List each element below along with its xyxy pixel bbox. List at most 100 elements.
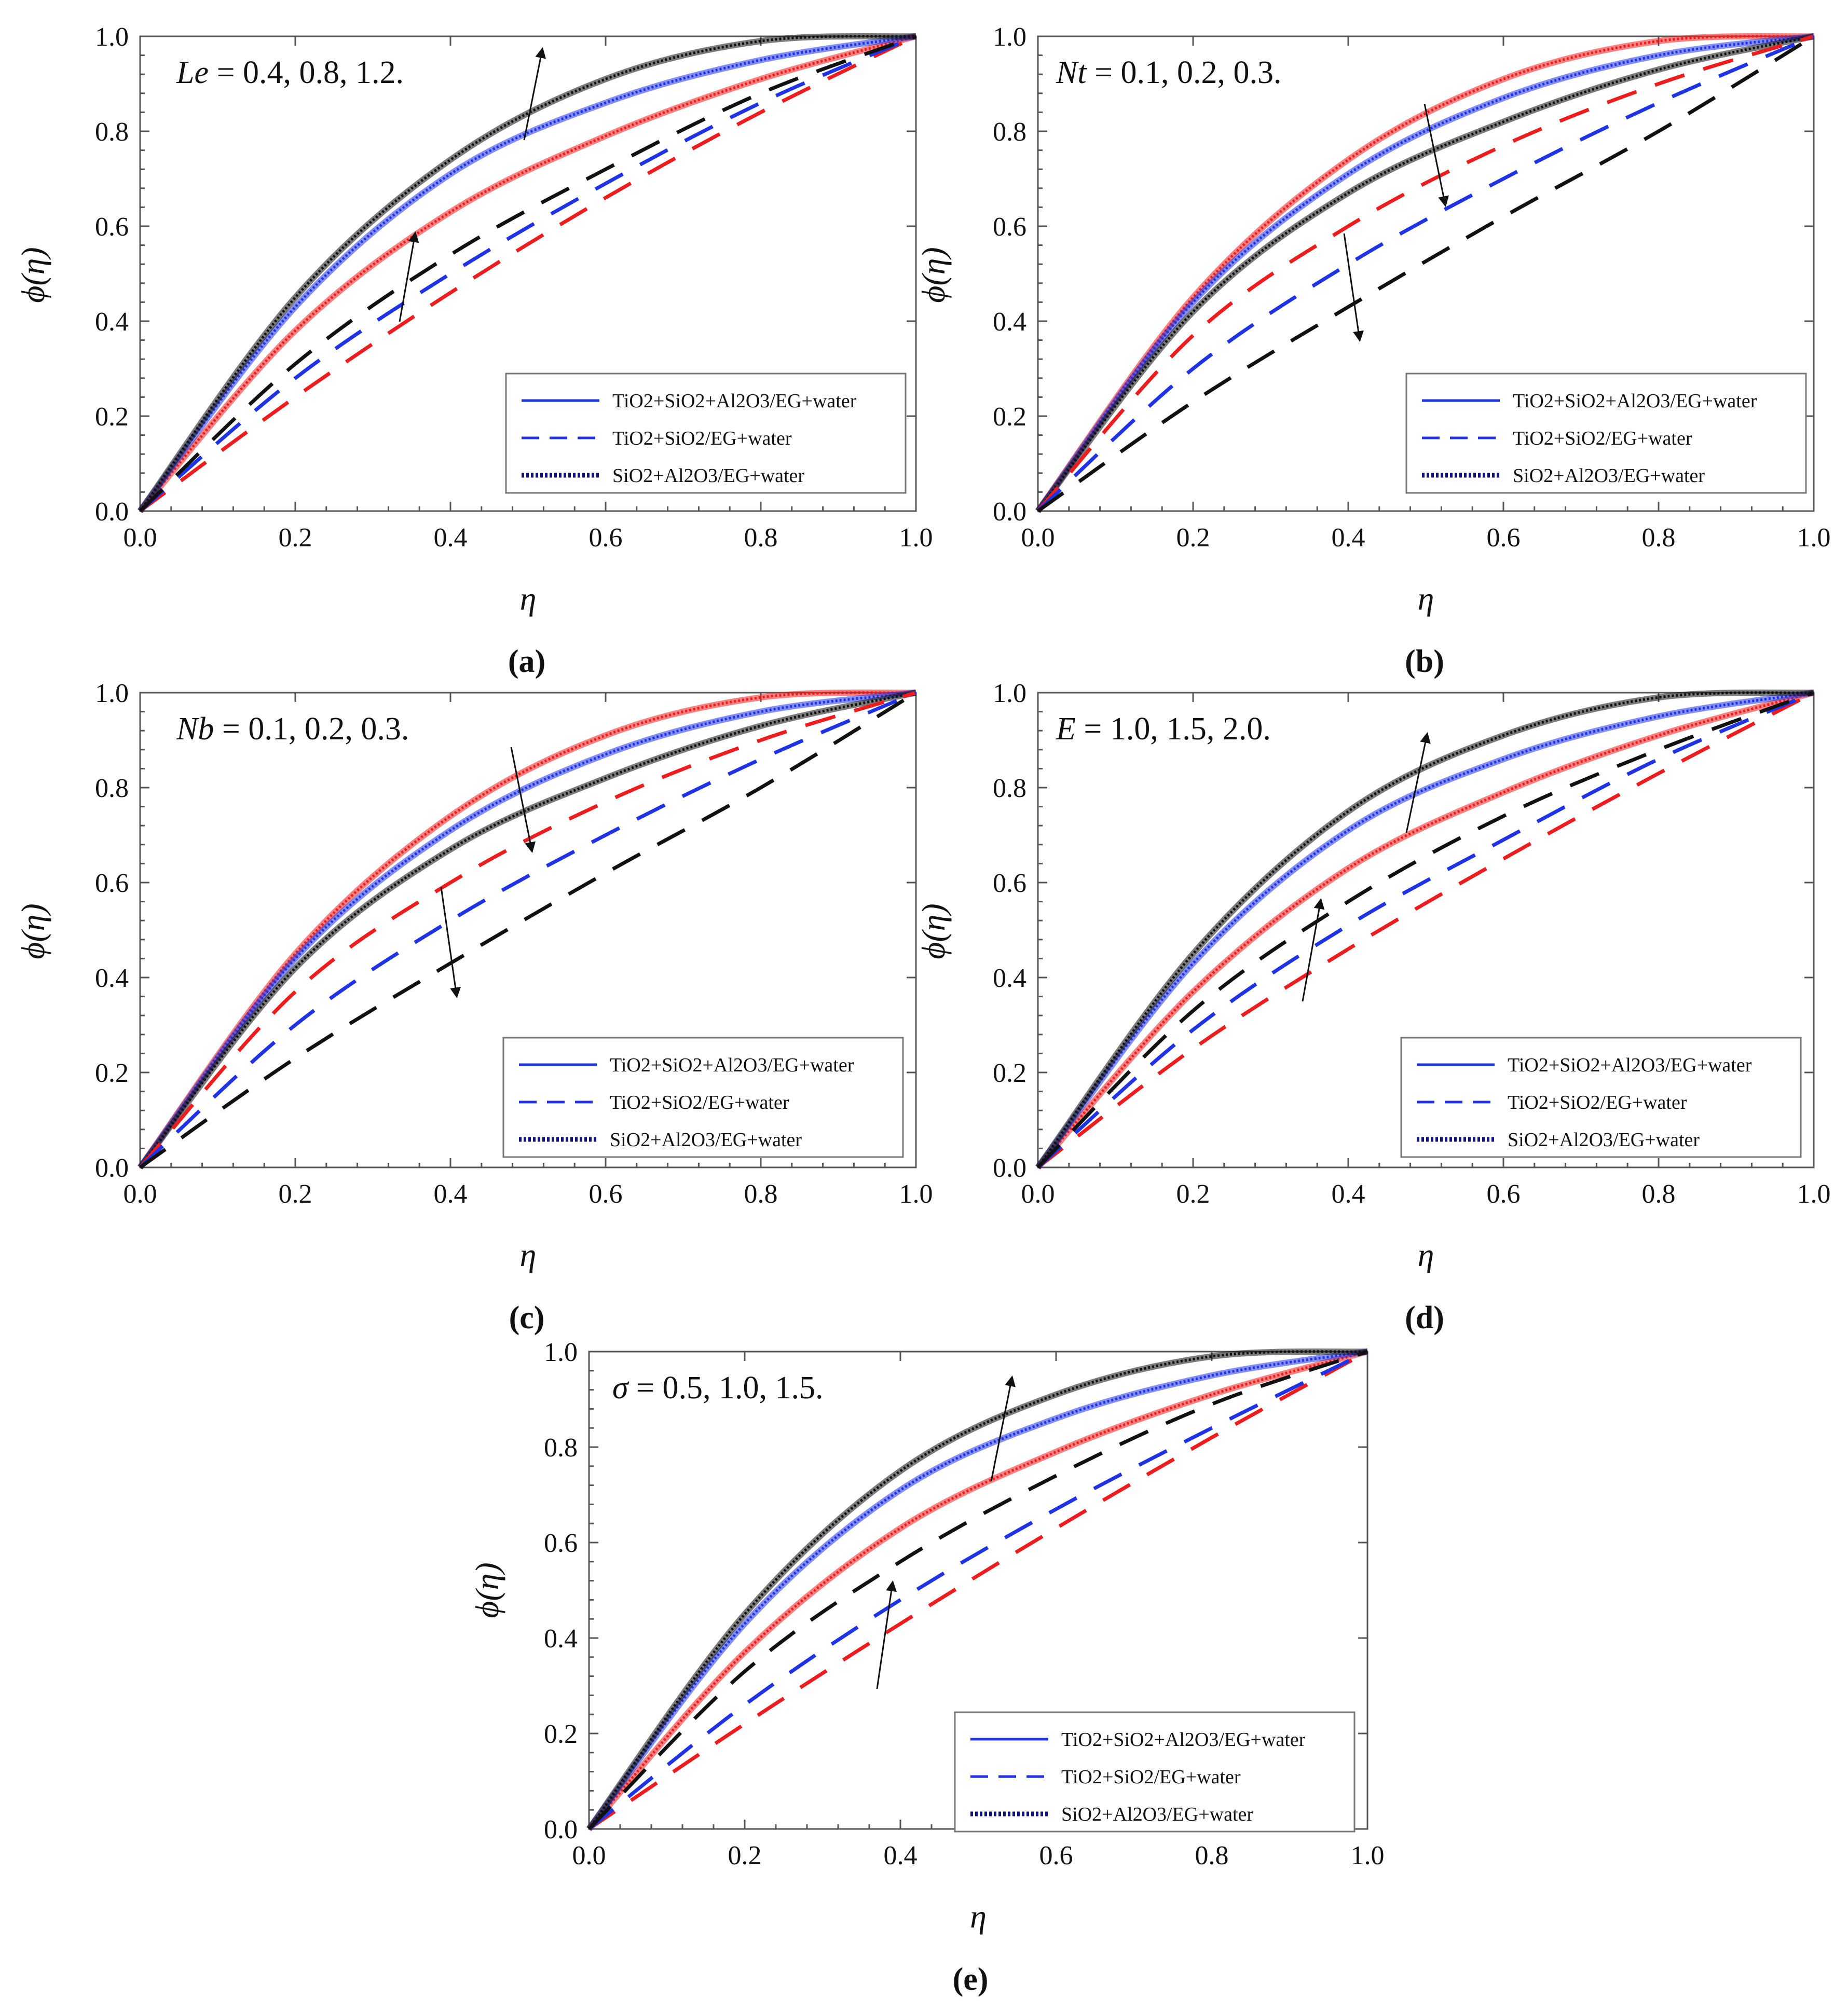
x-tick-label: 0.0 (124, 1179, 157, 1209)
series-line-dashed (139, 691, 917, 1169)
legend-label: TiO2+SiO2+Al2O3/EG+water (1508, 1054, 1752, 1076)
x-tick-label: 1.0 (899, 523, 933, 553)
x-tick-label: 0.4 (434, 523, 468, 553)
plot-frame (1037, 35, 1815, 512)
series-line-dotted (1036, 35, 1814, 512)
x-tick-label: 0.6 (589, 1179, 623, 1209)
series-line-dashed (1036, 691, 1815, 1169)
x-tick-label: 1.0 (1797, 523, 1831, 553)
legend-label: TiO2+SiO2/EG+water (1061, 1766, 1241, 1788)
x-tick-label: 0.2 (279, 523, 312, 553)
series-line-dotted (1037, 691, 1814, 1168)
series-line-dashed (139, 34, 917, 513)
legend: TiO2+SiO2+Al2O3/EG+water TiO2+SiO2/EG+wat… (1405, 373, 1807, 494)
legend-label: SiO2+Al2O3/EG+water (1513, 465, 1705, 487)
y-tick-label: 0.8 (95, 774, 129, 803)
y-tick-label: 0.6 (95, 869, 129, 898)
x-axis-label: η (1418, 580, 1434, 617)
x-axis-label: η (970, 1898, 987, 1935)
series-line-solid (138, 690, 917, 1169)
y-tick-label: 0.8 (95, 117, 129, 147)
series-line-dashed (1036, 34, 1815, 513)
trend-arrow (876, 1580, 897, 1689)
plot-frame (139, 35, 917, 512)
series-line-dotted (139, 35, 916, 512)
y-tick-label: 1.0 (993, 22, 1026, 52)
series-line-dotted (1036, 35, 1814, 512)
x-tick-label: 0.0 (1021, 1179, 1055, 1209)
series-line-dashed (139, 34, 917, 513)
series-line-dotted (139, 35, 916, 512)
series-line-dotted (587, 1350, 1368, 1830)
series-line-dashed (1036, 34, 1815, 513)
chart-panel: 0.0 0.2 0.4 0.6 0.8 1.0 0.0 0.2 0.4 0.6 0.8 1.0 η ϕ(η… (15, 679, 933, 1336)
y-tick-label: 0.4 (993, 964, 1026, 993)
y-tick-label: 0.0 (993, 497, 1026, 527)
series-line-dashed (139, 691, 917, 1169)
series-line-dashed (139, 691, 917, 1169)
x-tick-label: 1.0 (1351, 1841, 1385, 1870)
x-tick-label: 0.8 (744, 1179, 778, 1209)
y-tick-label: 0.6 (95, 212, 129, 242)
y-tick-label: 0.0 (993, 1153, 1026, 1183)
y-tick-label: 0.8 (993, 774, 1026, 803)
parameter-annotation: σ = 0.5, 1.0, 1.5. (612, 1370, 824, 1406)
y-tick-label: 1.0 (993, 679, 1026, 708)
y-axis-label: ϕ(η) (15, 903, 51, 959)
y-axis-label: ϕ(η) (15, 247, 51, 303)
y-tick-label: 0.6 (544, 1529, 578, 1558)
series-line-dashed (587, 1350, 1368, 1831)
chart-panel: 0.0 0.2 0.4 0.6 0.8 1.0 0.0 0.2 0.4 0.6 0.8 1.0 η ϕ(η… (915, 679, 1831, 1336)
legend-box (1400, 1037, 1802, 1158)
legend: TiO2+SiO2+Al2O3/EG+water TiO2+SiO2/EG+wat… (502, 1037, 904, 1158)
y-axis-label: ϕ(η) (915, 903, 952, 959)
legend-label: TiO2+SiO2/EG+water (610, 1092, 789, 1113)
y-tick-label: 0.2 (95, 402, 129, 432)
y-tick-label: 0.4 (95, 964, 129, 993)
y-tick-label: 0.8 (993, 117, 1026, 147)
x-tick-label: 0.8 (1195, 1841, 1229, 1870)
series-line-dashed (1036, 691, 1815, 1169)
series-line-solid (1035, 33, 1815, 513)
y-tick-label: 0.6 (993, 869, 1026, 898)
parameter-annotation: Le = 0.4, 0.8, 1.2. (176, 55, 404, 90)
x-tick-label: 0.4 (434, 1179, 468, 1209)
series-line-dashed (139, 34, 917, 513)
y-tick-label: 0.2 (95, 1058, 129, 1088)
parameter-values: = 1.0, 1.5, 2.0. (1076, 711, 1271, 747)
x-tick-label: 0.0 (572, 1841, 606, 1870)
series-line-dashed (587, 1350, 1368, 1831)
x-tick-label: 0.8 (1642, 1179, 1676, 1209)
plot-frame (139, 692, 917, 1168)
legend-label: SiO2+Al2O3/EG+water (1061, 1804, 1253, 1825)
panel-label: (e) (953, 1962, 989, 1997)
series-line-dotted (588, 1350, 1368, 1830)
x-tick-label: 0.2 (1176, 523, 1210, 553)
y-axis-label: ϕ(η) (915, 247, 952, 303)
legend-label: SiO2+Al2O3/EG+water (1508, 1129, 1700, 1151)
y-tick-label: 0.6 (993, 212, 1026, 242)
trend-arrow (1405, 732, 1431, 833)
trend-arrow (523, 47, 546, 141)
plot-frame (1037, 692, 1815, 1168)
x-tick-label: 0.4 (1332, 1179, 1365, 1209)
legend-label: TiO2+SiO2+Al2O3/EG+water (612, 390, 857, 412)
y-axis-label: ϕ(η) (469, 1562, 505, 1618)
x-tick-label: 0.2 (728, 1841, 762, 1870)
series-line-dashed (588, 1350, 1368, 1831)
y-tick-label: 0.4 (993, 307, 1026, 337)
x-tick-label: 0.4 (884, 1841, 918, 1870)
chart-panel: 0.0 0.2 0.4 0.6 0.8 1.0 0.0 0.2 0.4 0.6 0.8 1.0 η ϕ(η… (15, 22, 933, 679)
legend-box (1405, 373, 1807, 494)
legend-box (954, 1711, 1356, 1833)
legend-label: TiO2+SiO2/EG+water (1508, 1092, 1687, 1113)
legend-box (502, 1037, 904, 1158)
x-tick-label: 0.0 (124, 523, 157, 553)
parameter-values: = 0.1, 0.2, 0.3. (1087, 55, 1282, 90)
chart-panel: 0.0 0.2 0.4 0.6 0.8 1.0 0.0 0.2 0.4 0.6 0.8 1.0 η ϕ(η… (915, 22, 1831, 679)
parameter-symbol: Nt (1056, 55, 1087, 90)
y-tick-label: 1.0 (95, 679, 129, 708)
legend-label: TiO2+SiO2+Al2O3/EG+water (1513, 390, 1757, 412)
x-axis-label: η (1418, 1236, 1434, 1273)
